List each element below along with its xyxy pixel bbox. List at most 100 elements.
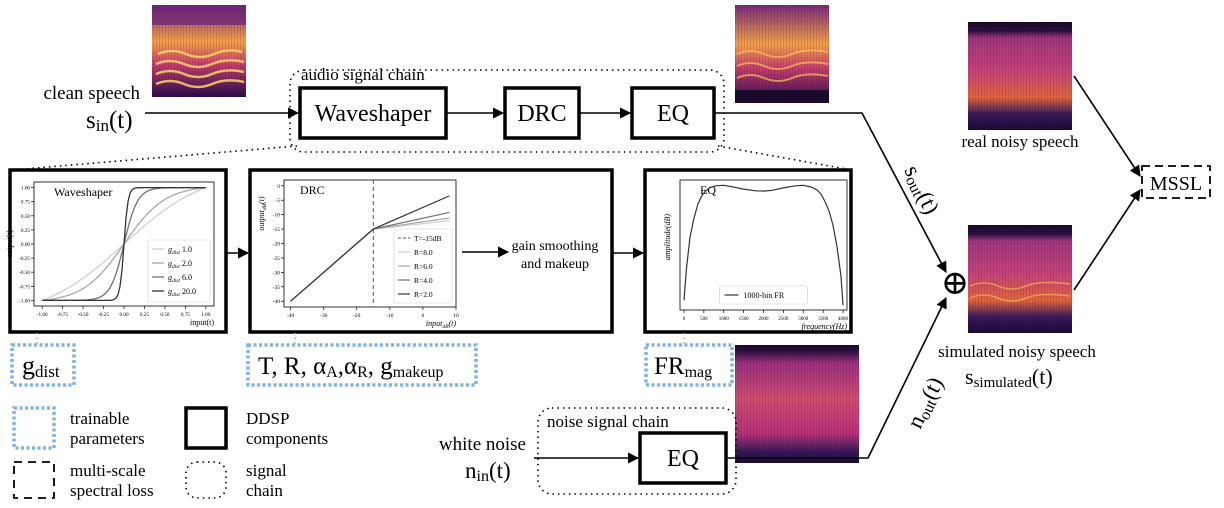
- makeup-label: and makeup: [521, 257, 589, 272]
- ws-legend-box: [147, 239, 211, 303]
- legend-ddsp-line1: DDSP: [246, 409, 289, 428]
- zoom-line-left: [11, 145, 298, 171]
- legend-mss-line1: multi-scale: [70, 461, 146, 480]
- white-noise-symbol: nin(t): [465, 458, 511, 485]
- eq-x-tick-label: 3000: [798, 317, 809, 322]
- gain-smoothing-label: gain smoothing: [512, 239, 599, 254]
- legend-ddsp-swatch: [184, 406, 228, 450]
- zoom-line-right: [717, 145, 853, 171]
- ws-x-tick-label: -0.75: [57, 312, 68, 318]
- clean-speech-spectrogram: [152, 5, 246, 97]
- eq-series-line: [683, 184, 844, 306]
- eq-legend-box: [719, 285, 808, 305]
- drc-series-line-3: [290, 195, 450, 302]
- ws-legend-entry: gdist 20.0: [168, 287, 196, 298]
- drc-x-tick-label: -10: [386, 313, 394, 319]
- eq-x-tick-label: 0: [683, 317, 686, 322]
- real-noisy-speech-spectrogram: [968, 22, 1072, 130]
- drc-param-box: [246, 343, 478, 387]
- drc-legend-entry: R=8.0: [414, 248, 433, 257]
- drc-y-tick-label: -35: [273, 285, 281, 291]
- drc-block-label: DRC: [517, 101, 566, 127]
- legend-trainable-line2: parameters: [70, 429, 145, 448]
- ws-param-box: [10, 343, 76, 387]
- real-to-mssl-arrow: [1073, 75, 1141, 177]
- eq-x-axis-label: frequency(Hz): [802, 322, 848, 331]
- legend-trainable-line1: trainable: [70, 409, 129, 428]
- waveshaper-block: Waveshaper: [298, 86, 448, 140]
- drc-y-tick-label: -15: [273, 227, 281, 233]
- drc-y-tick-label: -10: [273, 213, 281, 219]
- sum-node: ⊕: [941, 265, 970, 302]
- drc-param-label: T, R, αA,αR, gmakeup: [258, 353, 443, 381]
- legend-mss-line2: spectral loss: [70, 481, 154, 500]
- ws-y-tick-label: 0.50: [21, 214, 30, 220]
- drc-legend-entry: R=2.0: [414, 290, 433, 299]
- ws-y-tick-label: 1.00: [21, 186, 30, 192]
- eq-x-tick-label: 3500: [818, 317, 829, 322]
- ws-chart-title: Waveshaper: [54, 185, 112, 199]
- drc-x-tick-label: 10: [453, 313, 459, 319]
- eq-param-box: [644, 343, 734, 387]
- ws-y-tick-label: 0.75: [21, 200, 30, 206]
- clean-speech-label: clean speech: [43, 83, 140, 104]
- clean-speech-symbol: sin(t): [86, 107, 133, 135]
- ws-legend-entry: gdist 6.0: [168, 273, 192, 284]
- ws-y-tick-label: -0.75: [19, 284, 30, 290]
- noise-spectrogram: [735, 345, 859, 463]
- drc-x-axis-label: inputdB(t): [426, 319, 456, 330]
- noise-signal-chain-boundary: [537, 407, 737, 495]
- drc-chart: DRC -40 -30 -20 -10 0 10 0 -5 -10 -15 -20 -25 -30 -35 -…: [257, 179, 459, 330]
- ws-y-axis-label: output(t): [5, 230, 14, 258]
- noise-eq-block: EQ: [638, 431, 728, 485]
- eq-x-tick-label: 2500: [778, 317, 789, 322]
- drc-x-tick-label: -40: [287, 313, 295, 319]
- noise-eq-label: EQ: [667, 446, 699, 472]
- legend-ddsp-line2: components: [246, 429, 328, 448]
- eq-chart: EQ0 500 1000 1500 2000 2500 3000 3500 4000freque…: [663, 179, 849, 331]
- legend-chain-swatch: [185, 461, 227, 499]
- sim-to-mssl-arrow: [1073, 189, 1141, 291]
- eq-x-tick-label: 2000: [759, 317, 770, 322]
- ws-param-label: gdist: [22, 351, 60, 381]
- drc-x-tick-label: -30: [320, 313, 328, 319]
- eq-x-tick-label: 500: [700, 317, 708, 322]
- drc-legend-box: [393, 228, 453, 304]
- n-out-symbol: nout(t): [902, 373, 950, 433]
- ws-y-tick-label: 0.00: [21, 242, 30, 248]
- ws-x-axis-label: input(t): [190, 318, 214, 327]
- drc-x-tick-label: -20: [353, 313, 361, 319]
- legend-trainable-swatch: [12, 406, 56, 450]
- legend-chain-line2: chain: [246, 481, 283, 500]
- simulated-symbol: ssimulated(t): [965, 364, 1053, 391]
- eq-legend-entry: 1000-bin FR: [744, 291, 785, 300]
- waveshaper-block-label: Waveshaper: [315, 101, 432, 127]
- ws-legend-entry: gdist 2.0: [168, 259, 192, 270]
- drc-y-tick-label: -20: [273, 242, 281, 248]
- real-noisy-speech-label: real noisy speech: [961, 132, 1079, 151]
- ws-x-tick-label: -0.50: [78, 312, 89, 318]
- ws-x-tick-label: -0.25: [98, 312, 109, 318]
- eq-block: EQ: [630, 86, 716, 140]
- mssl-label: MSSL: [1150, 173, 1202, 195]
- drc-legend-threshold-label: T=-15dB: [414, 234, 442, 243]
- drc-y-tick-label: -40: [273, 299, 281, 305]
- eq-param-label: FRmag: [654, 353, 712, 381]
- legend-mss-swatch: [13, 461, 55, 499]
- simulated-noisy-speech-spectrogram: [968, 225, 1072, 333]
- white-noise-label: white noise: [439, 434, 526, 455]
- drc-y-tick-label: 0: [277, 184, 280, 190]
- s-out-symbol: sout(t): [898, 161, 945, 219]
- eq-x-tick-label: 4000: [838, 317, 849, 322]
- eq-x-tick-label: 1500: [739, 317, 750, 322]
- processed-speech-spectrogram: [735, 5, 829, 103]
- ws-y-tick-label: 0.25: [21, 228, 30, 234]
- ws-y-tick-label: -0.50: [19, 270, 30, 276]
- ws-x-tick-label: 0.25: [140, 312, 149, 318]
- drc-y-axis-label: outputdB(t): [257, 196, 268, 230]
- drc-block: DRC: [503, 86, 581, 140]
- eq-x-tick-label: 1000: [719, 317, 730, 322]
- waveshaper-chart: Waveshaper -1.00 -0.75 -0.50 -0.25 0.00 0.25 0.…: [5, 181, 215, 327]
